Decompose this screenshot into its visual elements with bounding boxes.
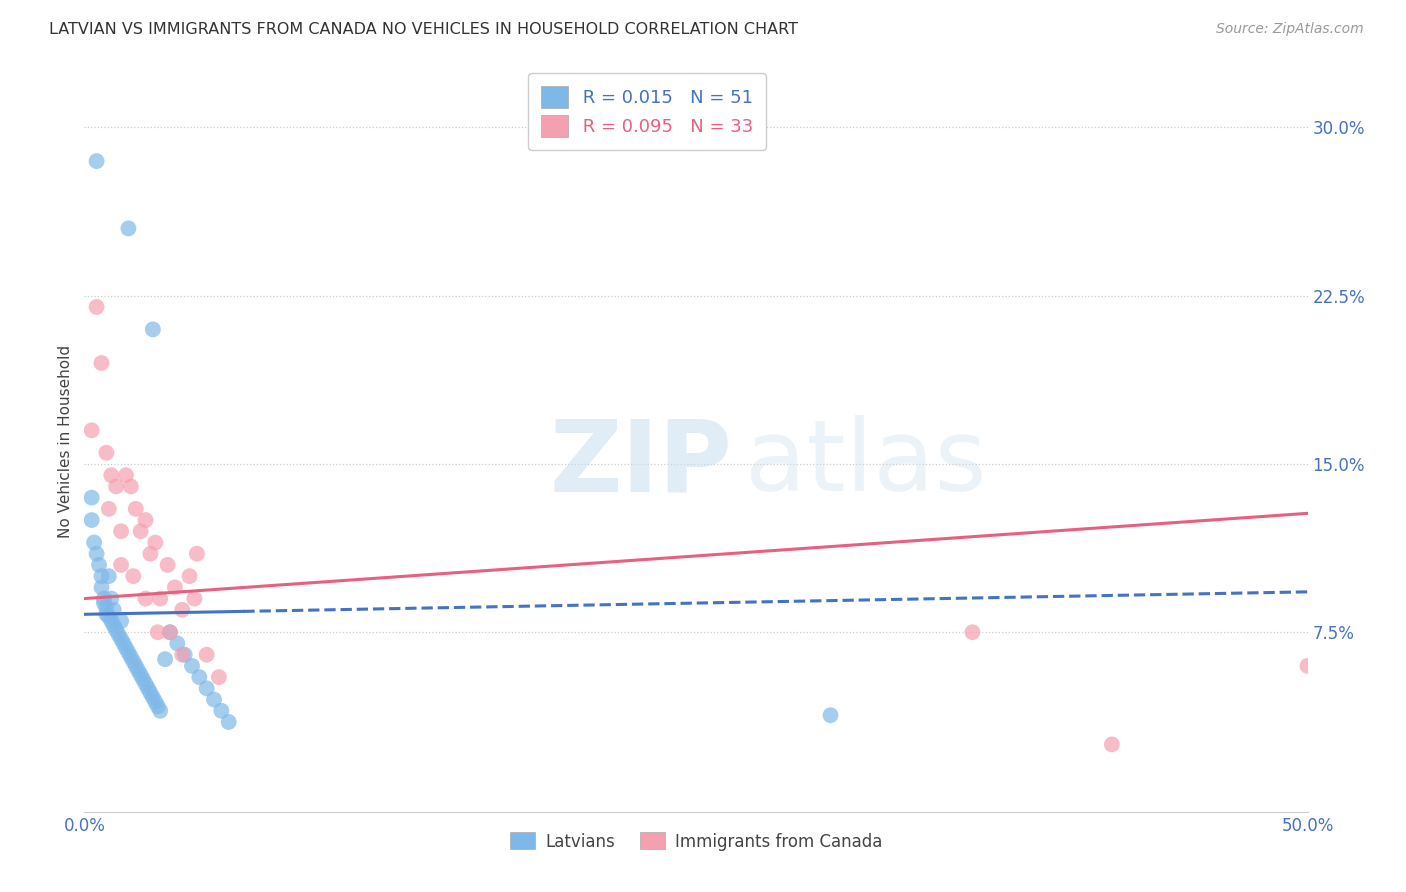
Point bbox=[163, 580, 186, 594]
Point bbox=[117, 221, 139, 235]
Point bbox=[96, 607, 118, 622]
Point bbox=[90, 569, 112, 583]
Point bbox=[146, 625, 169, 640]
Point bbox=[1101, 738, 1123, 752]
Text: LATVIAN VS IMMIGRANTS FROM CANADA NO VEHICLES IN HOUSEHOLD CORRELATION CHART: LATVIAN VS IMMIGRANTS FROM CANADA NO VEH… bbox=[49, 22, 799, 37]
Point bbox=[117, 645, 139, 659]
Point bbox=[186, 547, 208, 561]
Point bbox=[110, 632, 132, 646]
Point bbox=[179, 569, 201, 583]
Point bbox=[125, 659, 148, 673]
Point bbox=[143, 695, 166, 709]
Point bbox=[112, 636, 135, 650]
Point bbox=[153, 652, 176, 666]
Point bbox=[159, 625, 181, 640]
Point bbox=[820, 708, 842, 723]
Point bbox=[110, 524, 132, 539]
Point bbox=[87, 558, 110, 572]
Point bbox=[181, 659, 204, 673]
Point bbox=[97, 569, 120, 583]
Point bbox=[202, 692, 225, 706]
Point bbox=[86, 154, 108, 169]
Point bbox=[100, 614, 122, 628]
Point bbox=[110, 558, 132, 572]
Point bbox=[103, 603, 125, 617]
Point bbox=[115, 468, 138, 483]
Text: atlas: atlas bbox=[745, 416, 987, 512]
Point bbox=[173, 648, 195, 662]
Point bbox=[143, 535, 166, 549]
Point bbox=[149, 704, 172, 718]
Point bbox=[1296, 659, 1319, 673]
Point bbox=[135, 513, 157, 527]
Point bbox=[172, 648, 194, 662]
Legend: Latvians, Immigrants from Canada: Latvians, Immigrants from Canada bbox=[502, 824, 890, 859]
Point bbox=[107, 627, 129, 641]
Point bbox=[139, 547, 162, 561]
Point bbox=[218, 714, 240, 729]
Point bbox=[80, 491, 103, 505]
Point bbox=[93, 591, 115, 606]
Point bbox=[90, 356, 112, 370]
Point bbox=[159, 625, 181, 640]
Point bbox=[129, 668, 152, 682]
Point bbox=[172, 603, 194, 617]
Point bbox=[93, 596, 115, 610]
Point bbox=[120, 649, 142, 664]
Point bbox=[96, 600, 118, 615]
Point bbox=[83, 535, 105, 549]
Point bbox=[146, 699, 169, 714]
Point bbox=[97, 609, 120, 624]
Point bbox=[86, 300, 108, 314]
Point bbox=[209, 704, 232, 718]
Point bbox=[100, 591, 122, 606]
Point bbox=[120, 479, 142, 493]
Point bbox=[127, 664, 149, 678]
Point bbox=[188, 670, 211, 684]
Point bbox=[129, 524, 152, 539]
Y-axis label: No Vehicles in Household: No Vehicles in Household bbox=[58, 345, 73, 538]
Point bbox=[86, 547, 108, 561]
Text: ZIP: ZIP bbox=[550, 416, 733, 512]
Point bbox=[135, 591, 157, 606]
Point bbox=[80, 423, 103, 437]
Point bbox=[115, 640, 138, 655]
Point bbox=[149, 591, 172, 606]
Point bbox=[139, 686, 162, 700]
Point bbox=[97, 501, 120, 516]
Point bbox=[962, 625, 984, 640]
Point bbox=[142, 690, 165, 705]
Point bbox=[80, 513, 103, 527]
Point bbox=[100, 468, 122, 483]
Point bbox=[136, 681, 159, 696]
Point bbox=[122, 654, 145, 668]
Point bbox=[122, 569, 145, 583]
Point bbox=[195, 648, 218, 662]
Point bbox=[166, 636, 188, 650]
Point bbox=[96, 446, 118, 460]
Point bbox=[105, 479, 128, 493]
Point bbox=[110, 614, 132, 628]
Point bbox=[183, 591, 205, 606]
Point bbox=[132, 673, 155, 687]
Point bbox=[105, 623, 128, 637]
Point bbox=[103, 618, 125, 632]
Point bbox=[142, 322, 165, 336]
Point bbox=[135, 677, 157, 691]
Text: Source: ZipAtlas.com: Source: ZipAtlas.com bbox=[1216, 22, 1364, 37]
Point bbox=[125, 501, 148, 516]
Point bbox=[90, 580, 112, 594]
Point bbox=[208, 670, 231, 684]
Point bbox=[156, 558, 179, 572]
Point bbox=[195, 681, 218, 696]
